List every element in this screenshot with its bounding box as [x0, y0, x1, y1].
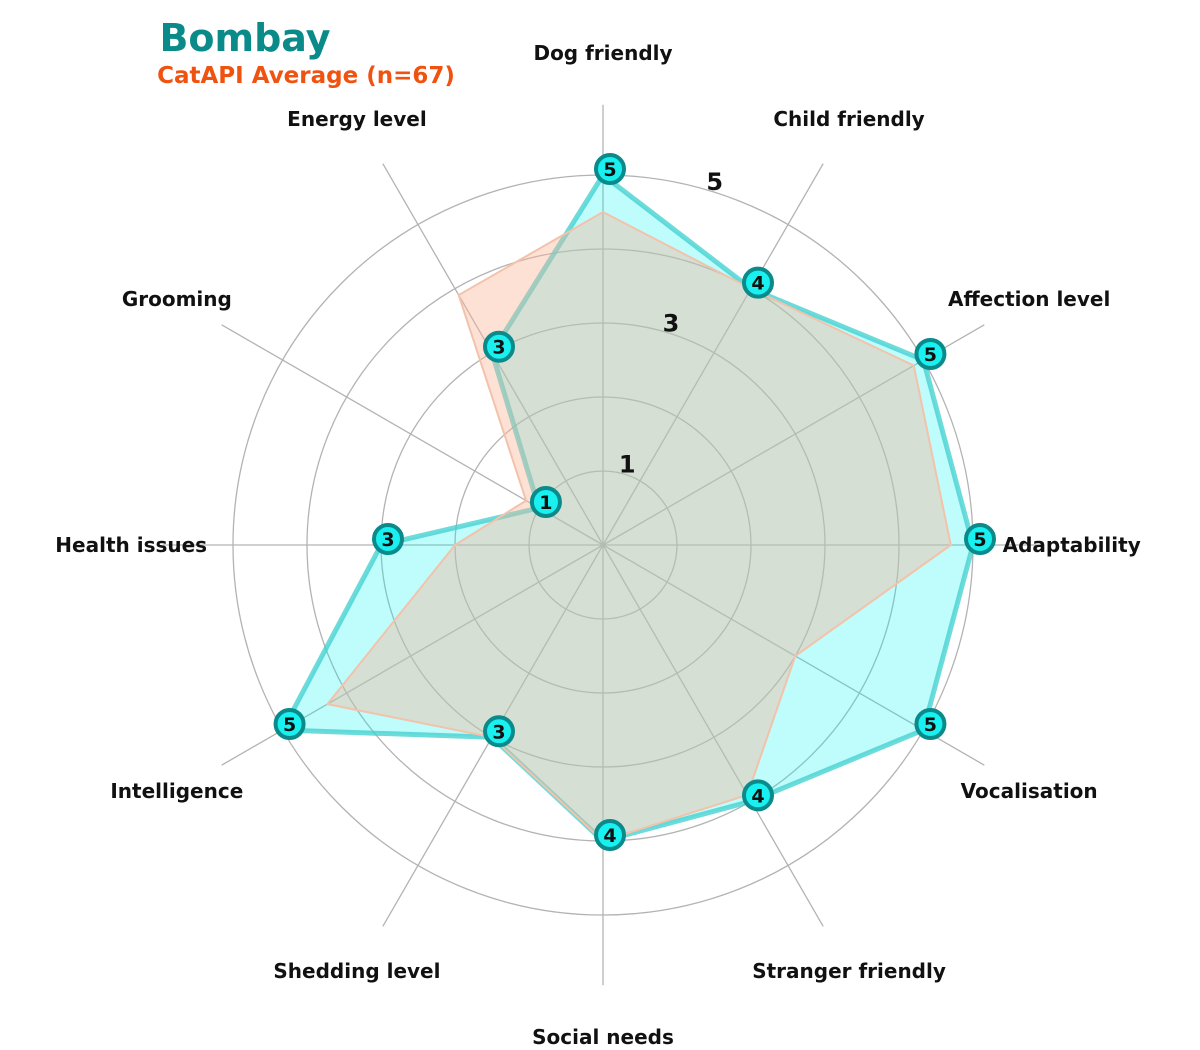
breed-data-point — [964, 523, 996, 555]
data-point-label: 3 — [492, 337, 505, 359]
axis-label: Shedding level — [273, 959, 440, 983]
chart-title: Bombay — [159, 16, 331, 60]
axis-label: Dog friendly — [533, 41, 672, 65]
axis-label: Intelligence — [110, 779, 243, 803]
axis-label: Social needs — [532, 1025, 674, 1049]
breed-data-point — [594, 153, 626, 185]
ring-tick-label: 3 — [663, 309, 680, 337]
data-point-label: 1 — [539, 492, 552, 514]
breed-data-point — [273, 708, 306, 740]
chart-subtitle: CatAPI Average (n=67) — [157, 63, 455, 89]
breed-data-point — [742, 266, 774, 299]
data-point-label: 3 — [492, 721, 505, 743]
data-point-label: 5 — [283, 714, 296, 736]
data-point-label: 5 — [973, 529, 986, 551]
ring-tick-label: 1 — [619, 451, 636, 479]
breed-data-point — [529, 486, 562, 518]
label-layer: Dog friendly Child friendly Affection leve… — [55, 41, 1140, 1049]
breed-data-point — [483, 330, 515, 363]
data-point-label: 5 — [924, 344, 937, 366]
axis-label: Stranger friendly — [752, 959, 946, 983]
axis-label: Affection level — [948, 287, 1110, 311]
breed-data-point — [594, 819, 626, 851]
data-point-label: 4 — [751, 785, 764, 807]
data-point-label: 4 — [603, 825, 616, 847]
axis-label: Vocalisation — [961, 779, 1098, 803]
ring-tick-label: 5 — [706, 168, 723, 196]
breed-data-point — [483, 715, 515, 748]
data-point-label: 5 — [924, 714, 937, 736]
breed-data-point — [914, 708, 947, 740]
axis-label: Child friendly — [773, 107, 924, 131]
data-point-label: 4 — [751, 273, 764, 295]
axis-label: Energy level — [287, 107, 427, 131]
data-point-label: 3 — [381, 529, 394, 551]
axis-label: Grooming — [122, 287, 232, 311]
marker-layer: 5 4 5 5 5 4 4 3 5 3 1 3 — [273, 153, 996, 851]
axis-spoke — [602, 544, 824, 927]
axis-spoke — [602, 163, 824, 546]
series-layer — [280, 172, 976, 844]
breed-data-point — [742, 779, 774, 812]
breed-data-point — [914, 338, 947, 370]
breed-data-point — [372, 523, 404, 555]
axis-label: Health issues — [55, 533, 207, 557]
axis-label: Adaptability — [1003, 533, 1141, 557]
data-point-label: 5 — [603, 159, 616, 181]
